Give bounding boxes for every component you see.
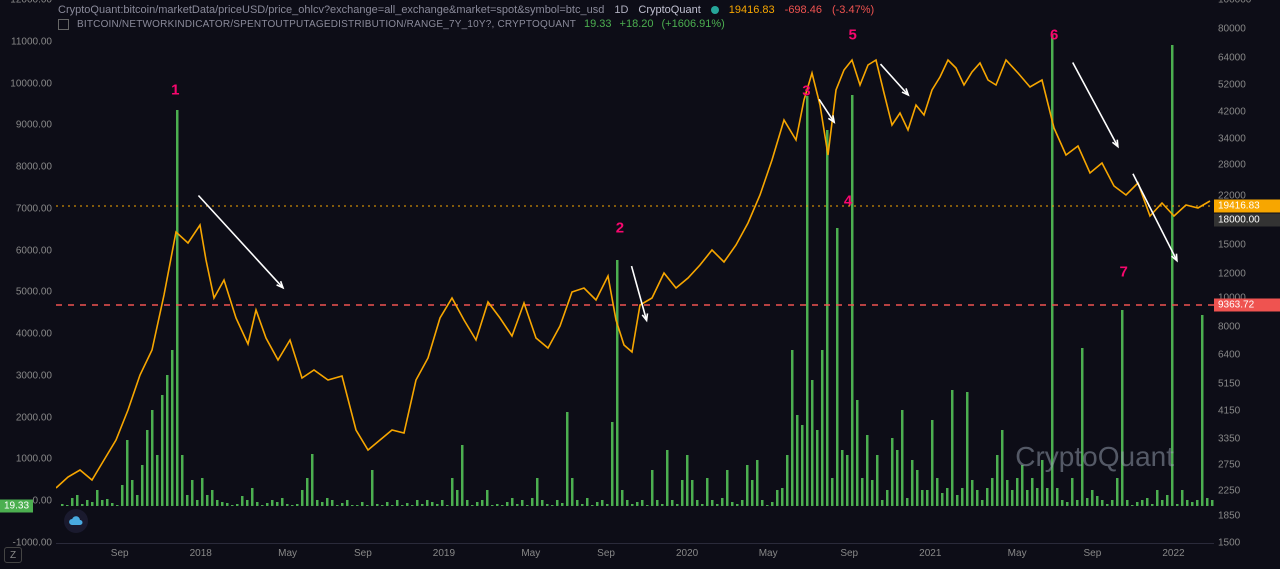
x-tick: Sep	[1084, 548, 1102, 559]
x-tick: 2021	[919, 548, 941, 559]
y-axis-right[interactable]: 1000008000064000520004200034000280002200…	[1214, 0, 1280, 543]
timezone-button[interactable]: Z	[4, 547, 22, 563]
y-right-tick: 12000	[1218, 269, 1280, 280]
price-value-tag: 19416.83	[1214, 200, 1280, 213]
annotation-arrows	[198, 62, 1177, 320]
y-left-tick: 4000.00	[0, 329, 52, 340]
annotation-number: 1	[171, 81, 179, 98]
x-axis[interactable]: Sep 2018 May Sep 2019 May Sep 2020 May Sep 2021 May…	[56, 543, 1214, 569]
y-left-tick: 2000.00	[0, 412, 52, 423]
y-left-tick: 10000.00	[0, 78, 52, 89]
y-left-tick: 8000.00	[0, 162, 52, 173]
x-tick: 2019	[433, 548, 455, 559]
y-right-tick: 2250	[1218, 485, 1280, 496]
chart-container: CryptoQuant:bitcoin/marketData/priceUSD/…	[0, 0, 1280, 569]
annotation-number: 4	[844, 192, 852, 209]
x-tick: Sep	[840, 548, 858, 559]
annotation-number: 7	[1120, 263, 1128, 280]
y-left-tick: 6000.00	[0, 245, 52, 256]
y-left-tick: 11000.00	[0, 36, 52, 47]
x-tick: May	[1008, 548, 1027, 559]
y-right-tick: 5150	[1218, 378, 1280, 389]
y-right-tick: 28000	[1218, 159, 1280, 170]
cloud-sync-icon[interactable]	[64, 509, 88, 533]
y-right-tick: 4150	[1218, 406, 1280, 417]
price-value-tag: 9363.72	[1214, 299, 1280, 312]
price-value-tag: 18000.00	[1214, 214, 1280, 227]
annotation-number: 5	[849, 27, 857, 44]
y-left-tick: 12000.00	[0, 0, 52, 6]
annotation-number: 6	[1050, 27, 1058, 44]
y-right-tick: 80000	[1218, 23, 1280, 34]
y-axis-left[interactable]: 12000.00 11000.00 10000.00 9000.00 8000.00 70…	[0, 0, 56, 543]
y-right-tick: 8000	[1218, 321, 1280, 332]
x-tick: May	[521, 548, 540, 559]
watermark: CryptoQuant	[1015, 441, 1174, 473]
x-tick: 2020	[676, 548, 698, 559]
x-tick: 2018	[190, 548, 212, 559]
indicator-bars	[61, 35, 1214, 506]
y-right-tick: 34000	[1218, 134, 1280, 145]
indicator-value-tag: 19.33	[0, 500, 33, 513]
y-right-tick: 3350	[1218, 434, 1280, 445]
y-right-tick: 2750	[1218, 459, 1280, 470]
x-tick: 2022	[1162, 548, 1184, 559]
y-right-tick: 100000	[1218, 0, 1280, 6]
y-right-tick: 42000	[1218, 107, 1280, 118]
x-tick: May	[759, 548, 778, 559]
y-left-tick: 3000.00	[0, 370, 52, 381]
plot-area[interactable]: 1 2 3 4 5 6 7 CryptoQuant	[56, 0, 1214, 543]
cloud-icon-svg	[68, 515, 84, 527]
y-right-tick: 6400	[1218, 350, 1280, 361]
y-left-tick: 5000.00	[0, 287, 52, 298]
x-tick: Sep	[111, 548, 129, 559]
y-right-tick: 1850	[1218, 510, 1280, 521]
y-right-tick: 15000	[1218, 240, 1280, 251]
x-tick: May	[278, 548, 297, 559]
y-left-tick: 9000.00	[0, 120, 52, 131]
y-right-tick: 64000	[1218, 52, 1280, 63]
x-tick: Sep	[354, 548, 372, 559]
y-right-tick: 1500	[1218, 538, 1280, 549]
y-right-tick: 52000	[1218, 79, 1280, 90]
annotation-number: 2	[616, 220, 624, 237]
x-tick: Sep	[597, 548, 615, 559]
y-left-tick: 1000.00	[0, 454, 52, 465]
annotation-number: 3	[802, 83, 810, 100]
y-left-tick: 7000.00	[0, 203, 52, 214]
